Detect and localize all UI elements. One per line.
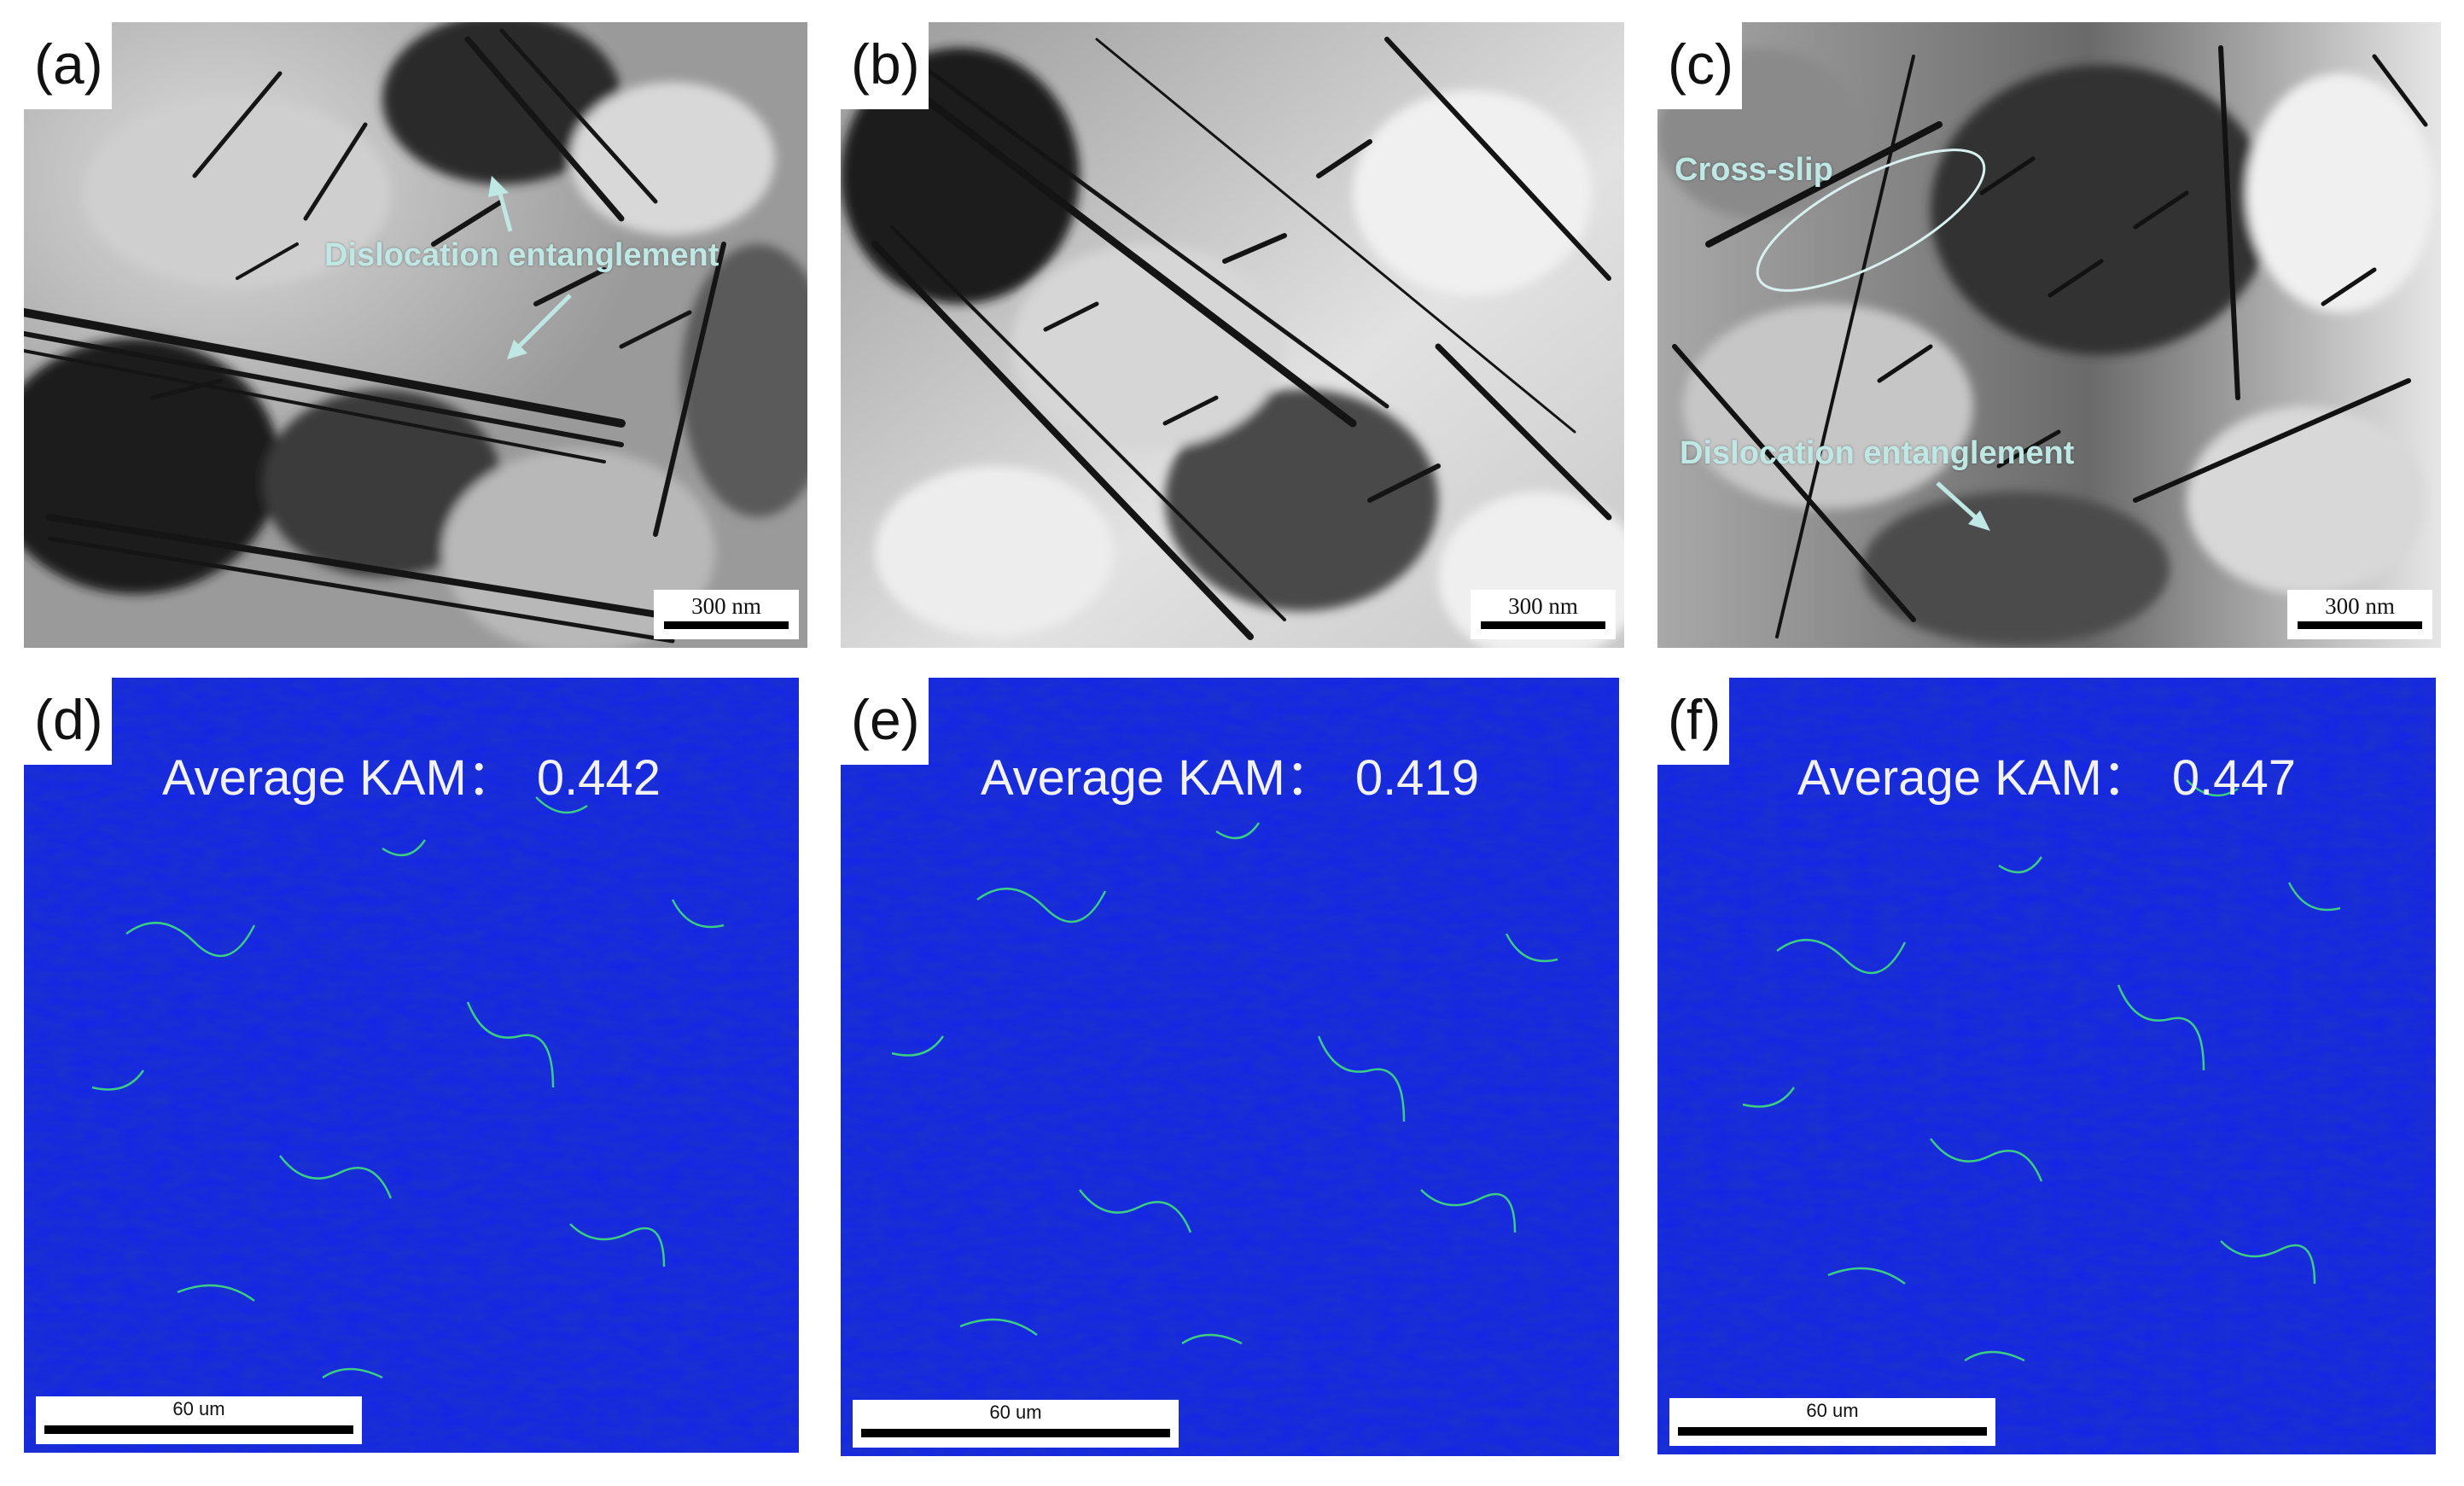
scale-bar-label-b: 300 nm [1508, 593, 1578, 619]
panel-label-c: (c) [1657, 22, 1742, 109]
kam-map-d [24, 678, 799, 1453]
scale-bar-label-c: 300 nm [2325, 593, 2395, 619]
panel-label-d: (d) [24, 678, 112, 765]
scale-bar-d: 60 um [36, 1396, 362, 1444]
scale-bar-label-a: 300 nm [691, 593, 761, 619]
annotation-dislocation-entanglement-a: Dislocation entanglement [324, 237, 719, 273]
panel-label-f: (f) [1657, 678, 1730, 765]
scale-bar-line-e [861, 1429, 1170, 1437]
kam-label-e: Average KAM： [981, 750, 1335, 806]
annotation-dislocation-entanglement-c: Dislocation entanglement [1680, 435, 2075, 471]
kam-map-e [841, 678, 1619, 1456]
tem-panel-a: (a) Dislocation entanglement 300 nm [24, 22, 807, 648]
kam-value-f: 0.447 [2171, 750, 2296, 806]
scale-bar-line-d [44, 1425, 353, 1434]
kam-label-d: Average KAM： [162, 750, 516, 806]
tem-panel-c: (c) Cross-slip Dislocation entanglement … [1657, 22, 2441, 648]
kam-value-d: 0.442 [536, 750, 661, 806]
kam-label-f: Average KAM： [1797, 750, 2152, 806]
scale-bar-label-d: 60 um [172, 1398, 225, 1419]
tem-micrograph-b [841, 22, 1624, 648]
scale-bar-label-e: 60 um [989, 1402, 1042, 1423]
scale-bar-f: 60 um [1669, 1398, 1995, 1446]
scale-bar-label-f: 60 um [1806, 1400, 1859, 1421]
panel-label-e: (e) [841, 678, 929, 765]
average-kam-e: Average KAM： 0.419 [841, 737, 1619, 809]
panel-label-b: (b) [841, 22, 929, 109]
tem-micrograph-c [1657, 22, 2441, 648]
average-kam-d: Average KAM： 0.442 [24, 737, 799, 809]
panel-label-a: (a) [24, 22, 112, 109]
kam-panel-d: (d) Average KAM： 0.442 60 um [24, 678, 799, 1453]
tem-panel-b: (b) 300 nm [841, 22, 1624, 648]
kam-panel-e: (e) Average KAM： 0.419 60 um [841, 678, 1619, 1456]
scale-bar-a: 300 nm [654, 590, 799, 639]
annotation-cross-slip: Cross-slip [1675, 152, 1833, 188]
kam-panel-f: (f) Average KAM： 0.447 60 um [1657, 678, 2436, 1454]
kam-map-f [1657, 678, 2436, 1454]
scale-bar-b: 300 nm [1471, 590, 1616, 639]
kam-value-e: 0.419 [1354, 750, 1479, 806]
tem-micrograph-a [24, 22, 807, 648]
scale-bar-e: 60 um [853, 1400, 1179, 1448]
scale-bar-line-f [1678, 1427, 1987, 1436]
scale-bar-line-a [664, 621, 789, 629]
scale-bar-c: 300 nm [2287, 590, 2432, 639]
scale-bar-line-c [2298, 621, 2422, 629]
scale-bar-line-b [1481, 621, 1605, 629]
average-kam-f: Average KAM： 0.447 [1657, 737, 2436, 809]
